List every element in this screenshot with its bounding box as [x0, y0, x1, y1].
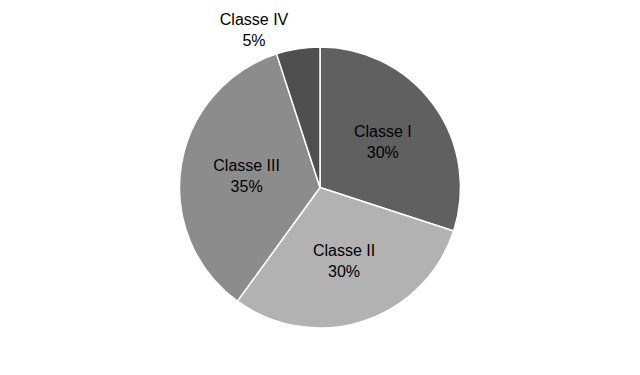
svg-text:Classe I30%: Classe I30%: [354, 123, 412, 161]
svg-text:Classe III35%: Classe III35%: [213, 157, 280, 195]
svg-text:Classe II30%: Classe II30%: [313, 242, 375, 280]
svg-text:Classe IV5%: Classe IV5%: [220, 11, 289, 49]
